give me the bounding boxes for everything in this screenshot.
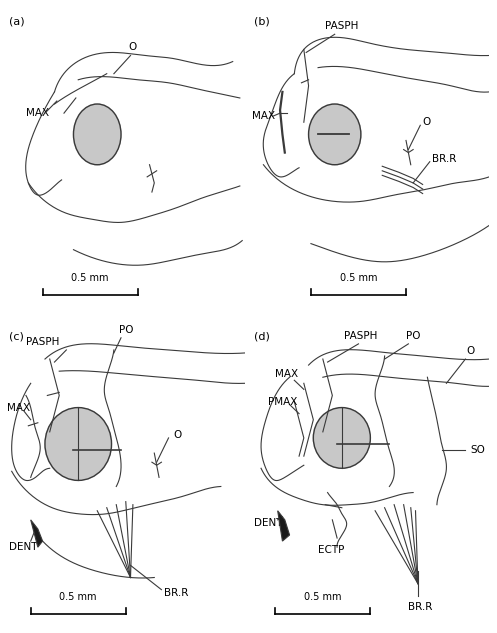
Text: PO: PO (118, 325, 133, 335)
Ellipse shape (309, 104, 361, 165)
Text: 0.5 mm: 0.5 mm (72, 273, 109, 283)
Text: (c): (c) (9, 332, 24, 342)
Text: O: O (466, 346, 474, 356)
Text: MAX: MAX (251, 111, 275, 121)
Text: BR.R: BR.R (432, 154, 457, 164)
Text: O: O (129, 42, 137, 53)
Text: PMAX: PMAX (268, 396, 298, 406)
Text: O: O (173, 430, 181, 440)
Text: 0.5 mm: 0.5 mm (340, 273, 377, 283)
Text: (d): (d) (254, 332, 270, 342)
Text: MAX: MAX (275, 369, 298, 379)
Text: PO: PO (406, 331, 420, 341)
Ellipse shape (313, 408, 370, 468)
Text: MAX: MAX (26, 108, 49, 118)
Text: PASPH: PASPH (344, 331, 378, 341)
Ellipse shape (74, 104, 121, 165)
Text: PASPH: PASPH (325, 22, 358, 31)
Text: (a): (a) (9, 16, 25, 26)
Text: O: O (422, 117, 431, 127)
Text: PASPH: PASPH (26, 337, 59, 347)
Text: DENT: DENT (254, 518, 282, 528)
Text: ECTP: ECTP (318, 545, 344, 555)
Polygon shape (31, 520, 43, 547)
Text: 0.5 mm: 0.5 mm (60, 592, 97, 602)
Polygon shape (278, 511, 290, 541)
Ellipse shape (45, 408, 111, 480)
Text: BR.R: BR.R (164, 587, 188, 598)
Text: DENT: DENT (9, 542, 38, 552)
Text: 0.5 mm: 0.5 mm (304, 592, 341, 602)
Text: SO: SO (470, 445, 485, 455)
Text: (b): (b) (254, 16, 270, 26)
Text: MAX: MAX (7, 403, 30, 413)
Text: BR.R: BR.R (408, 602, 432, 611)
